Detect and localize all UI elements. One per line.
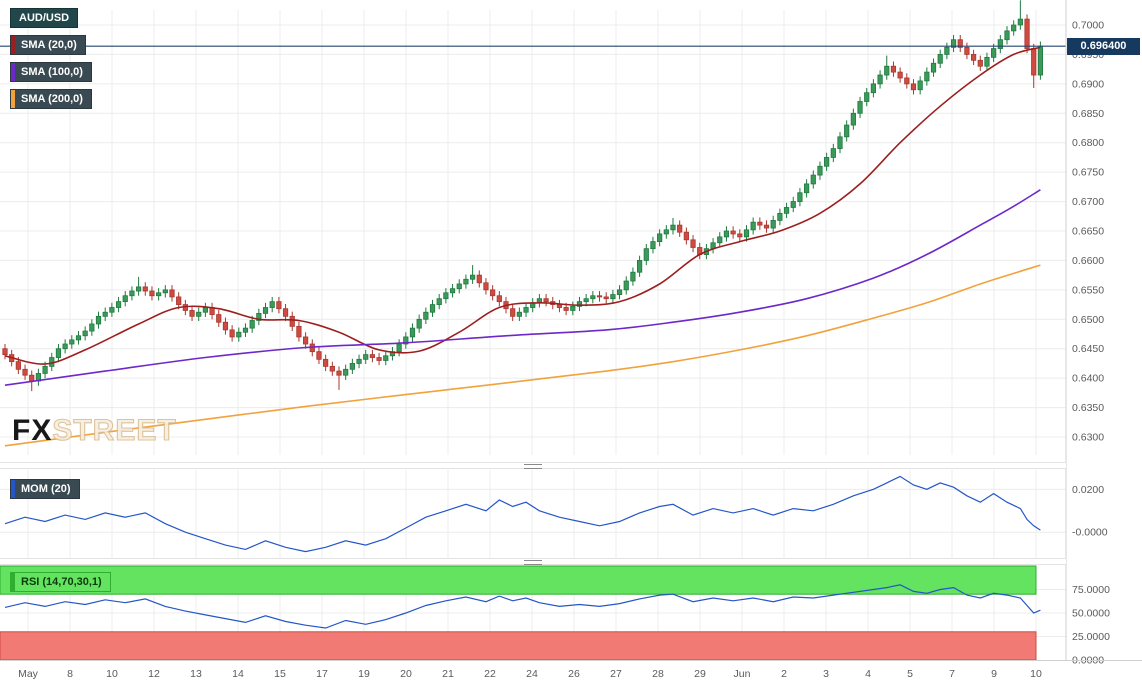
sma100-color-icon	[11, 63, 15, 81]
x-tick-label: 17	[316, 668, 328, 680]
rsi-overbought-zone	[0, 565, 1037, 595]
legend-sma100[interactable]: SMA (100,0)	[10, 62, 92, 82]
x-tick-label: 5	[907, 668, 913, 680]
logo-street: STREET	[52, 413, 177, 447]
x-tick-label: 3	[823, 668, 829, 680]
x-tick-label: 26	[568, 668, 580, 680]
panel-separator-rsi[interactable]	[0, 558, 1066, 565]
legend-rsi[interactable]: RSI (14,70,30,1)	[10, 572, 111, 592]
price-tick-label: 0.6400	[1072, 373, 1104, 385]
x-tick-label: 19	[358, 668, 370, 680]
overlay-line	[4, 189, 1041, 386]
mom-color-icon	[11, 480, 15, 498]
rsi-tick-label: 50.0000	[1072, 608, 1110, 620]
rsi-zones	[0, 565, 1037, 661]
x-tick-label: 12	[148, 668, 160, 680]
symbol-label: AUD/USD	[19, 12, 70, 24]
x-tick-label: May	[18, 668, 39, 680]
x-tick-label: Jun	[734, 668, 751, 680]
mom-line	[4, 475, 1041, 553]
resize-grip-icon	[524, 560, 542, 565]
legend-mom[interactable]: MOM (20)	[10, 479, 80, 499]
rsi-line	[4, 584, 1041, 629]
price-tick-label: 0.6450	[1072, 343, 1104, 355]
x-tick-label: 4	[865, 668, 871, 680]
panel-separator-mom[interactable]	[0, 462, 1066, 469]
fxstreet-logo: FXSTREET	[12, 413, 177, 448]
price-tick-label: 0.6600	[1072, 255, 1104, 267]
x-tick-label: 20	[400, 668, 412, 680]
symbol-badge[interactable]: AUD/USD	[10, 8, 79, 28]
overlay-line	[4, 264, 1041, 447]
price-tick-label: 0.6700	[1072, 196, 1104, 208]
sma100-label: SMA (100,0)	[21, 66, 83, 78]
overlay-line	[4, 46, 1041, 365]
legend: AUD/USD SMA (20,0) SMA (100,0) SMA (200,…	[10, 8, 92, 109]
x-tick-label: 22	[484, 668, 496, 680]
rsi-tick-label: 25.0000	[1072, 631, 1110, 643]
x-tick-label: 8	[67, 668, 73, 680]
mom-label: MOM (20)	[21, 483, 71, 495]
price-tick-label: 0.6350	[1072, 402, 1104, 414]
mom-tick-label: -0.0000	[1072, 527, 1108, 539]
sma-overlays	[4, 46, 1041, 447]
x-tick-label: 29	[694, 668, 706, 680]
x-tick-label: 28	[652, 668, 664, 680]
current-price-value: 0.696400	[1080, 40, 1127, 53]
price-tick-label: 0.6300	[1072, 432, 1104, 444]
x-tick-label: 24	[526, 668, 538, 680]
x-tick-label: 10	[106, 668, 118, 680]
legend-sma20[interactable]: SMA (20,0)	[10, 35, 86, 55]
x-tick-label: 21	[442, 668, 454, 680]
logo-fx: FX	[12, 414, 53, 447]
x-tick-label: 10	[1030, 668, 1042, 680]
current-price-badge: 0.696400	[1067, 37, 1140, 55]
rsi-label: RSI (14,70,30,1)	[21, 576, 102, 588]
rsi-oversold-zone	[0, 631, 1037, 661]
x-tick-label: 14	[232, 668, 244, 680]
indicator-lines	[4, 475, 1041, 629]
mom-tick-label: 0.0200	[1072, 484, 1104, 496]
x-tick-label: 27	[610, 668, 622, 680]
price-tick-label: 0.6550	[1072, 284, 1104, 296]
sma200-label: SMA (200,0)	[21, 93, 83, 105]
price-tick-label: 0.7000	[1072, 20, 1104, 32]
rsi-tick-label: 75.0000	[1072, 584, 1110, 596]
x-tick-label: 7	[949, 668, 955, 680]
price-tick-label: 0.6800	[1072, 137, 1104, 149]
x-tick-label: 13	[190, 668, 202, 680]
resize-grip-icon	[524, 464, 542, 469]
sma20-label: SMA (20,0)	[21, 39, 77, 51]
price-tick-label: 0.6650	[1072, 226, 1104, 238]
legend-sma200[interactable]: SMA (200,0)	[10, 89, 92, 109]
price-tick-label: 0.6850	[1072, 108, 1104, 120]
candlestick-series	[2, 0, 1043, 392]
price-tick-label: 0.6500	[1072, 314, 1104, 326]
price-tick-label: 0.6750	[1072, 167, 1104, 179]
sma200-color-icon	[11, 90, 15, 108]
x-tick-label: 2	[781, 668, 787, 680]
x-tick-label: 15	[274, 668, 286, 680]
sma20-color-icon	[11, 36, 15, 54]
x-tick-label: 9	[991, 668, 997, 680]
rsi-color-icon	[11, 573, 15, 591]
price-tick-label: 0.6900	[1072, 78, 1104, 90]
